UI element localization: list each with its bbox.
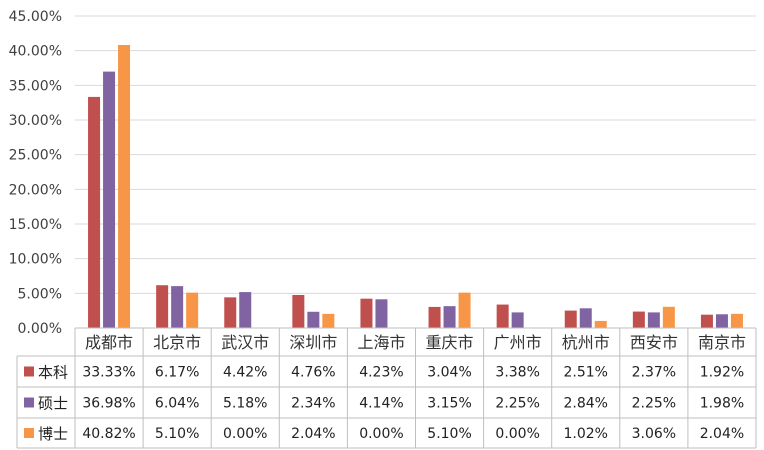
- y-tick-label: 10.00%: [9, 252, 62, 268]
- bar: [662, 306, 675, 328]
- bar: [496, 304, 509, 328]
- data-label: 2.25%: [632, 396, 676, 412]
- bar: [224, 297, 237, 328]
- bar: [186, 292, 199, 328]
- data-label: 36.98%: [82, 396, 135, 412]
- series-name: 博士: [38, 425, 68, 443]
- data-label: 5.10%: [155, 426, 199, 442]
- bar: [239, 292, 252, 328]
- bar: [375, 299, 388, 328]
- data-label: 1.98%: [700, 396, 744, 412]
- data-label: 2.25%: [495, 396, 539, 412]
- data-label: 40.82%: [82, 426, 135, 442]
- legend-key: [24, 428, 34, 438]
- data-label: 33.33%: [82, 365, 135, 381]
- bar: [594, 320, 607, 328]
- data-label: 2.37%: [632, 365, 676, 381]
- data-label: 4.42%: [223, 365, 267, 381]
- category-label: 深圳市: [289, 333, 337, 352]
- bar: [360, 298, 373, 328]
- bar: [715, 314, 728, 328]
- y-tick-label: 40.00%: [9, 44, 62, 60]
- data-label: 1.92%: [700, 365, 744, 381]
- bar: [443, 306, 456, 328]
- data-label: 3.38%: [495, 365, 539, 381]
- series-name: 硕士: [38, 395, 68, 413]
- bar: [307, 311, 320, 328]
- bar: [428, 306, 441, 328]
- bar: [103, 71, 116, 328]
- data-label: 2.04%: [291, 426, 335, 442]
- bar: [647, 312, 660, 328]
- data-label: 2.04%: [700, 426, 744, 442]
- category-label: 广州市: [494, 333, 542, 352]
- category-label: 上海市: [357, 333, 405, 352]
- series-name: 本科: [38, 364, 68, 382]
- data-label: 0.00%: [495, 426, 539, 442]
- data-label: 5.10%: [427, 426, 471, 442]
- data-label: 2.51%: [564, 365, 608, 381]
- data-label: 0.00%: [359, 426, 403, 442]
- data-label: 1.02%: [564, 426, 608, 442]
- bar: [564, 310, 577, 328]
- y-tick-label: 5.00%: [18, 286, 62, 302]
- bar: [88, 96, 101, 328]
- category-label: 西安市: [630, 333, 678, 352]
- data-label: 0.00%: [223, 426, 267, 442]
- bar: [118, 44, 131, 329]
- data-label: 3.15%: [427, 396, 471, 412]
- data-label: 5.18%: [223, 396, 267, 412]
- data-label: 2.34%: [291, 396, 335, 412]
- category-label: 杭州市: [562, 333, 610, 352]
- category-label: 北京市: [153, 333, 201, 352]
- data-label: 3.06%: [632, 426, 676, 442]
- bar: [730, 313, 743, 328]
- category-label: 重庆市: [426, 333, 474, 352]
- category-label: 武汉市: [221, 333, 269, 352]
- y-tick-label: 15.00%: [9, 217, 62, 233]
- category-label: 成都市: [85, 333, 133, 352]
- y-tick-label: 30.00%: [9, 113, 62, 129]
- bar: [322, 313, 335, 328]
- y-tick-label: 45.00%: [9, 9, 62, 25]
- bar: [511, 312, 524, 328]
- y-tick-label: 35.00%: [9, 78, 62, 94]
- data-label: 4.23%: [359, 365, 403, 381]
- data-label: 2.84%: [564, 396, 608, 412]
- bar: [292, 294, 305, 328]
- y-tick-label: 20.00%: [9, 182, 62, 198]
- data-label: 4.14%: [359, 396, 403, 412]
- category-label: 南京市: [698, 333, 746, 352]
- data-label: 4.76%: [291, 365, 335, 381]
- data-label: 3.04%: [427, 365, 471, 381]
- bar: [458, 292, 471, 328]
- y-tick-label: 0.00%: [18, 321, 62, 337]
- data-label: 6.04%: [155, 396, 199, 412]
- legend-key: [24, 366, 34, 377]
- bar: [156, 285, 169, 328]
- bar: [579, 308, 592, 328]
- bar: [632, 311, 645, 328]
- legend-key: [24, 397, 34, 408]
- data-label: 6.17%: [155, 365, 199, 381]
- bar: [171, 286, 184, 328]
- y-tick-label: 25.00%: [9, 148, 62, 164]
- bar: [700, 314, 713, 328]
